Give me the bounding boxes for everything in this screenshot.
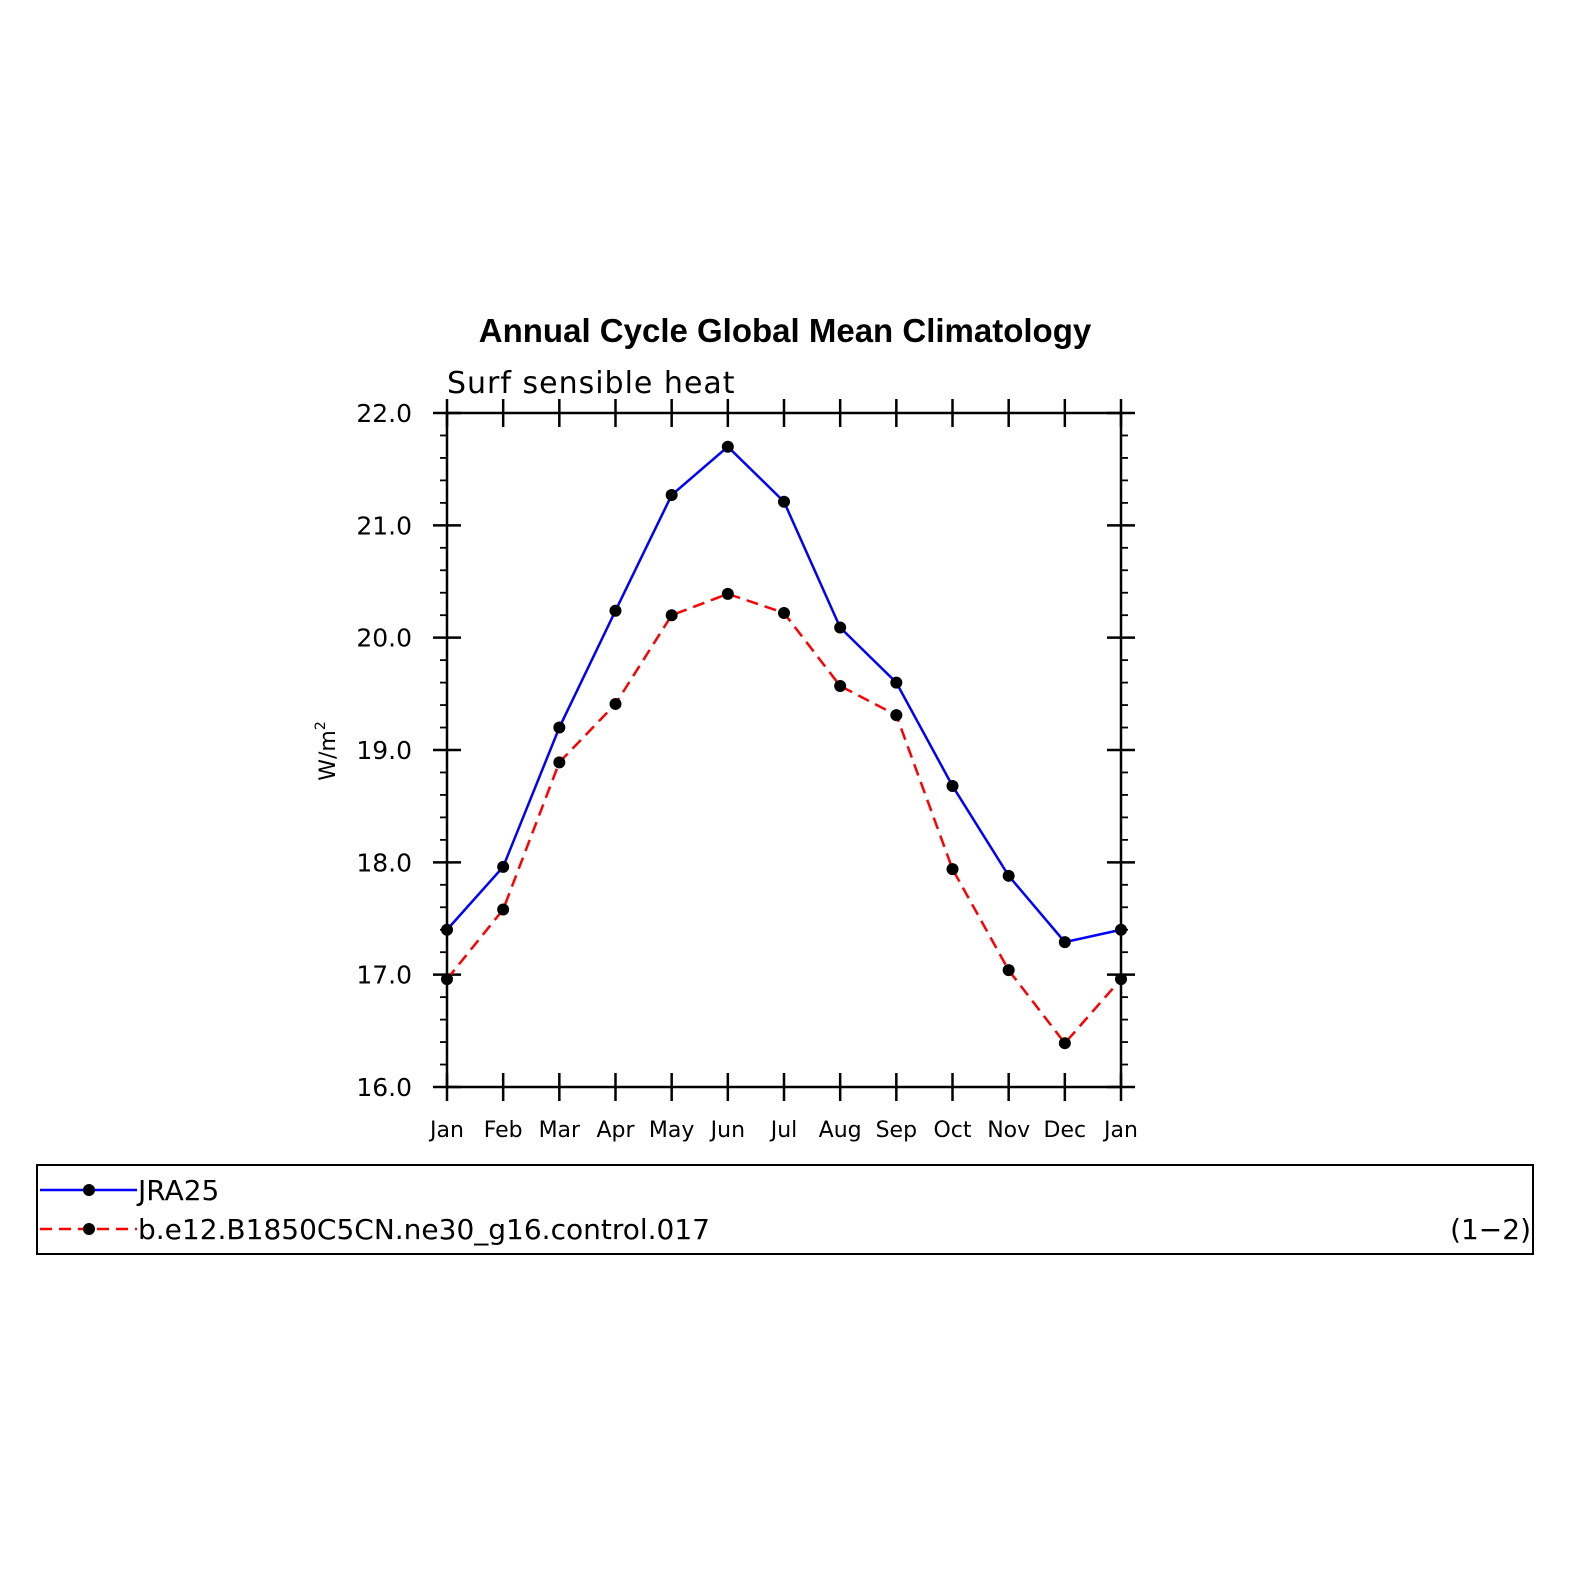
- x-tick-label: Jan: [1102, 1118, 1138, 1143]
- legend-label-jra25: JRA25: [136, 1174, 219, 1207]
- x-tick-label: Jun: [709, 1118, 745, 1143]
- series-1-point: [1115, 923, 1127, 936]
- series-2-point: [609, 697, 622, 710]
- series-1-point: [946, 779, 959, 792]
- series-2-point: [1115, 973, 1127, 986]
- y-axis-label-base: W/m: [316, 730, 341, 781]
- series-2-point: [497, 903, 510, 916]
- y-tick-label: 18.0: [356, 848, 412, 877]
- series-1-point: [665, 489, 678, 502]
- series-1-point: [890, 676, 903, 689]
- series-line-1: [446, 445, 1122, 944]
- chart-subtitle: Surf sensible heat: [447, 366, 736, 401]
- y-tick-label: 20.0: [356, 624, 412, 653]
- x-tick-label: Mar: [539, 1118, 581, 1143]
- series-2-point: [721, 587, 734, 600]
- series-1-point: [721, 440, 734, 453]
- plot-frame: [445, 411, 1123, 1089]
- x-tick-label: Sep: [876, 1118, 917, 1143]
- series-2-point: [946, 863, 959, 876]
- x-tick-label: Feb: [484, 1118, 523, 1143]
- series-2-point: [890, 709, 903, 722]
- x-tick-label: Oct: [933, 1118, 971, 1143]
- y-tick-label: 21.0: [356, 511, 412, 540]
- series-1-point: [834, 621, 847, 634]
- legend-item-control: b.e12.B1850C5CN.ne30_g16.control.017: [40, 1213, 710, 1246]
- axis-ticks: [433, 399, 1135, 1101]
- series-1-point: [778, 495, 790, 508]
- y-axis-label-exponent: 2: [313, 721, 329, 730]
- x-tick-label: Apr: [596, 1118, 635, 1143]
- series-1-point: [1058, 936, 1071, 949]
- legend-note: (1−2): [1450, 1213, 1531, 1246]
- series-2-point: [778, 606, 790, 619]
- y-tick-label: 17.0: [356, 961, 412, 990]
- legend-marker-control: [83, 1223, 95, 1235]
- x-tick-label: Nov: [987, 1118, 1030, 1143]
- x-tick-label: Jul: [769, 1118, 798, 1143]
- series-1-point: [441, 923, 453, 936]
- series-2-point: [441, 973, 453, 986]
- y-tick-label: 16.0: [356, 1073, 412, 1102]
- series-1-point: [1002, 869, 1015, 882]
- legend-marker-jra25: [83, 1184, 95, 1196]
- x-tick-label: Dec: [1044, 1118, 1087, 1143]
- y-tick-label: 19.0: [356, 736, 412, 765]
- x-tick-label: Aug: [819, 1118, 862, 1143]
- series-2-point: [665, 609, 678, 622]
- series-2-point: [1002, 964, 1015, 977]
- series-1-point: [497, 860, 510, 873]
- y-tick-labels: 16.0 17.0 18.0 19.0 20.0 21.0 22.0: [356, 399, 412, 1102]
- series-layer: [441, 440, 1127, 1050]
- series-2-point: [1058, 1037, 1071, 1050]
- series-1-point: [609, 604, 622, 617]
- x-tick-label: May: [649, 1118, 694, 1143]
- series-2-point: [553, 756, 566, 769]
- legend-label-control: b.e12.B1850C5CN.ne30_g16.control.017: [138, 1213, 710, 1246]
- x-tick-labels: Jan Feb Mar Apr May Jun Jul Aug Sep Oct Nov Dec Jan: [428, 1118, 1138, 1143]
- series-1-point: [553, 721, 566, 734]
- series-2-point: [834, 679, 847, 692]
- y-axis-label: W/m2: [313, 721, 341, 781]
- svg-text:W/m2: W/m2: [313, 721, 341, 781]
- legend-item-jra25: JRA25: [40, 1174, 219, 1207]
- legend-box: [36, 1164, 1534, 1255]
- chart-title: Annual Cycle Global Mean Climatology: [479, 312, 1092, 349]
- x-tick-label: Jan: [428, 1118, 464, 1143]
- series-line-2: [446, 592, 1122, 1046]
- y-tick-label: 22.0: [356, 399, 412, 428]
